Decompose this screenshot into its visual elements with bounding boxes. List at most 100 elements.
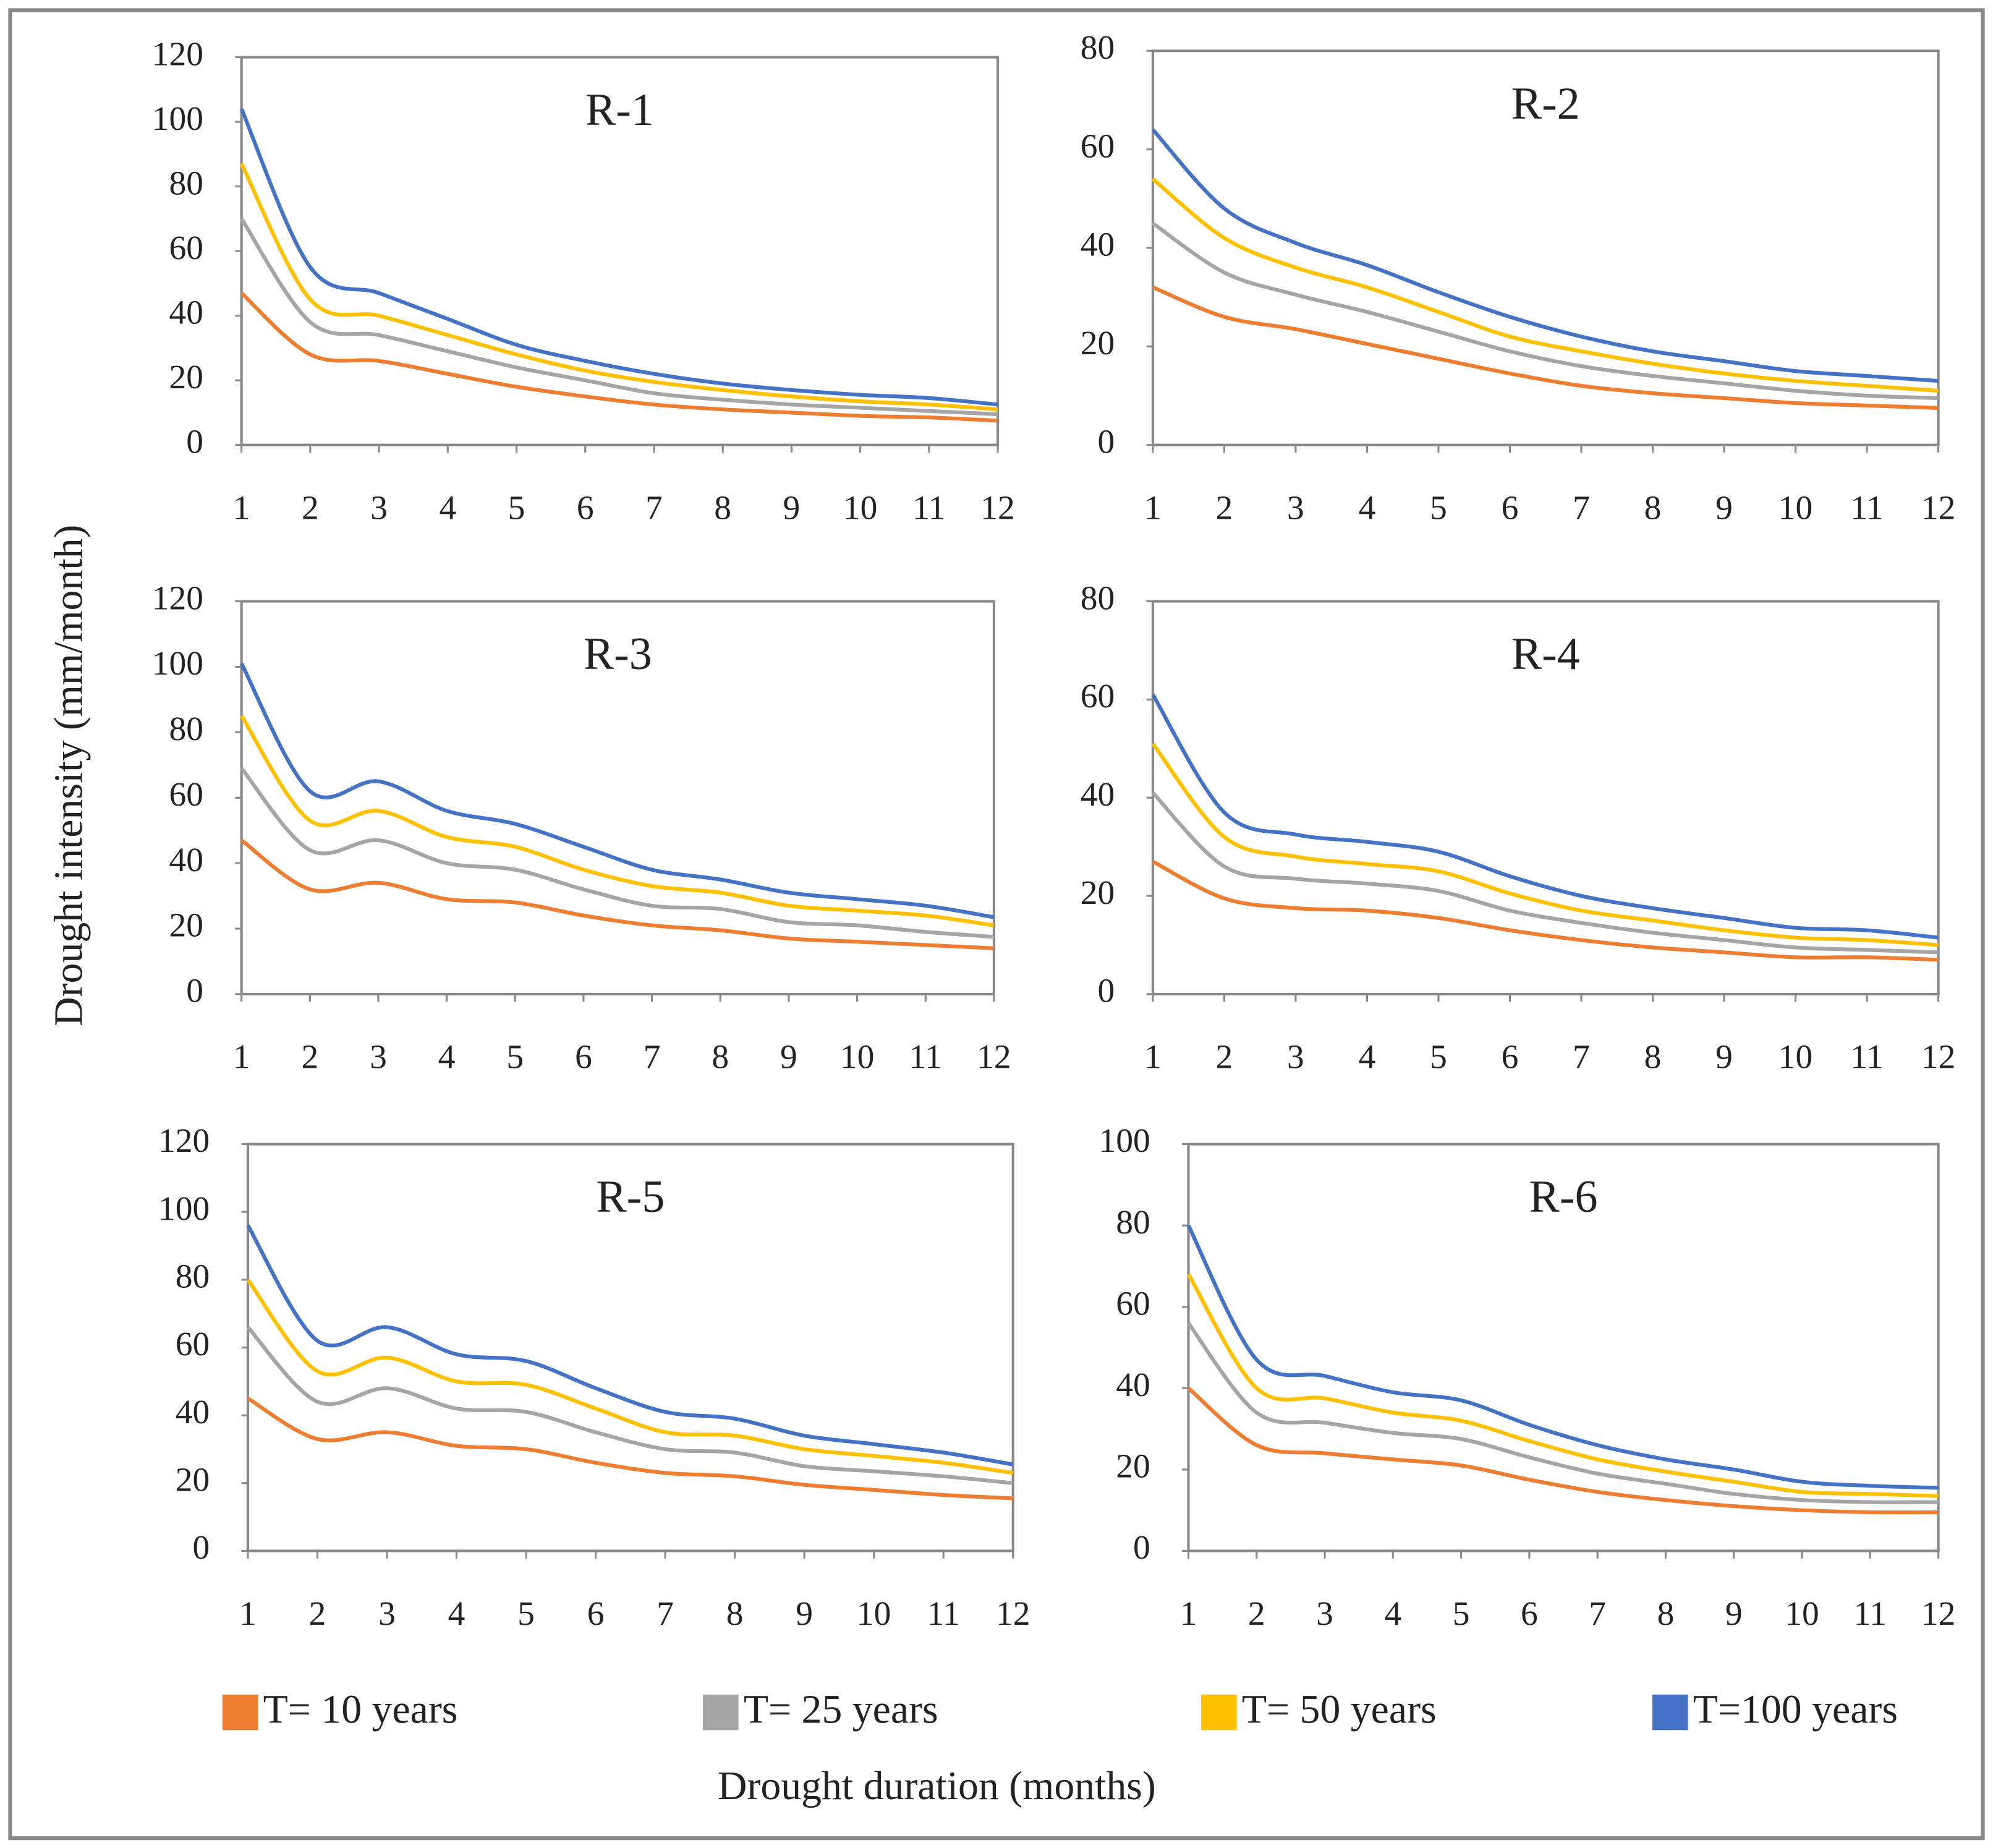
x-tick-label: 3 xyxy=(370,1039,387,1076)
x-tick-label: 5 xyxy=(508,489,525,527)
y-tick-label: 80 xyxy=(1081,29,1115,67)
y-tick-label: 0 xyxy=(1133,1529,1150,1567)
y-tick-label: 40 xyxy=(1116,1366,1150,1404)
series-line xyxy=(239,662,995,919)
legend-label: T= 25 years xyxy=(744,1687,938,1732)
x-tick-label: 4 xyxy=(448,1595,465,1633)
x-tick-label: 5 xyxy=(506,1039,524,1076)
x-tick-label: 6 xyxy=(575,1039,592,1076)
x-tick-label: 10 xyxy=(857,1595,891,1633)
series-line xyxy=(240,291,998,423)
chart-title: R-1 xyxy=(585,85,654,135)
series-line xyxy=(240,838,995,950)
y-tick-label: 100 xyxy=(1099,1122,1150,1160)
x-tick-label: 2 xyxy=(302,489,319,527)
x-tick-label: 8 xyxy=(712,1039,729,1076)
y-tick-label: 40 xyxy=(1081,776,1115,814)
x-tick-label: 8 xyxy=(1644,489,1662,527)
x-tick-label: 12 xyxy=(1921,1039,1956,1076)
x-tick-label: 9 xyxy=(783,489,801,527)
series-line xyxy=(246,1224,1014,1467)
series-line xyxy=(1152,285,1939,410)
series-line xyxy=(1151,128,1939,383)
x-tick-label: 2 xyxy=(1248,1595,1265,1633)
x-tick-label: 11 xyxy=(927,1595,959,1633)
y-tick-label: 60 xyxy=(176,1326,210,1363)
series-line xyxy=(247,1397,1013,1501)
y-tick-label: 80 xyxy=(169,164,203,202)
y-tick-label: 80 xyxy=(1116,1204,1150,1241)
legend-label: T= 10 years xyxy=(263,1687,458,1732)
legend-swatch xyxy=(1201,1694,1237,1731)
y-tick-label: 20 xyxy=(169,907,203,945)
x-tick-label: 8 xyxy=(1657,1595,1675,1633)
x-tick-label: 3 xyxy=(378,1595,396,1633)
y-tick-label: 100 xyxy=(158,1190,210,1228)
series-line xyxy=(1152,221,1939,401)
y-tick-label: 40 xyxy=(1081,226,1115,264)
x-tick-label: 1 xyxy=(233,1039,250,1076)
chart-title: R-5 xyxy=(596,1172,665,1222)
x-tick-label: 7 xyxy=(657,1595,674,1633)
y-tick-label: 60 xyxy=(169,229,203,267)
y-tick-label: 20 xyxy=(1081,874,1115,912)
x-tick-label: 2 xyxy=(1216,1039,1233,1076)
series-line xyxy=(246,1326,1014,1485)
x-tick-label: 3 xyxy=(1316,1595,1333,1633)
x-tick-label: 6 xyxy=(1502,1039,1519,1076)
series-line xyxy=(240,715,995,927)
y-tick-label: 0 xyxy=(186,423,203,461)
y-tick-label: 0 xyxy=(1097,973,1115,1010)
x-tick-label: 6 xyxy=(1502,489,1519,527)
legend-label: T= 50 years xyxy=(1242,1687,1437,1732)
series-line xyxy=(1187,1386,1939,1515)
y-tick-label: 0 xyxy=(186,973,203,1010)
x-tick-label: 4 xyxy=(1384,1595,1401,1633)
x-tick-label: 4 xyxy=(439,489,456,527)
x-tick-label: 5 xyxy=(1430,1039,1447,1076)
series-line xyxy=(239,163,998,412)
series-line xyxy=(240,218,998,417)
x-tick-label: 12 xyxy=(996,1595,1030,1633)
x-tick-label: 2 xyxy=(309,1595,326,1633)
chart-title: R-2 xyxy=(1511,79,1580,129)
y-tick-label: 60 xyxy=(1081,127,1115,165)
x-tick-label: 3 xyxy=(370,489,388,527)
x-tick-label: 9 xyxy=(1725,1595,1743,1633)
y-tick-label: 0 xyxy=(193,1529,210,1567)
y-tick-label: 20 xyxy=(176,1462,210,1499)
legend-swatch xyxy=(1652,1694,1688,1731)
x-tick-label: 6 xyxy=(587,1595,605,1633)
x-tick-label: 7 xyxy=(1573,489,1590,527)
x-axis-label: Drought duration (months) xyxy=(718,1763,1156,1808)
legend-swatch xyxy=(222,1694,258,1731)
y-tick-label: 60 xyxy=(1116,1285,1150,1322)
series-line xyxy=(1186,1224,1939,1490)
series-line xyxy=(1186,1273,1939,1498)
chart-title: R-3 xyxy=(584,629,652,679)
y-tick-label: 80 xyxy=(169,710,203,748)
x-tick-label: 1 xyxy=(1180,1595,1197,1633)
x-tick-label: 8 xyxy=(1644,1039,1662,1076)
y-tick-label: 40 xyxy=(169,294,203,331)
x-tick-label: 4 xyxy=(1359,1039,1376,1076)
y-tick-label: 80 xyxy=(176,1258,210,1296)
x-tick-label: 11 xyxy=(909,1039,942,1076)
x-tick-label: 1 xyxy=(1144,489,1162,527)
x-tick-label: 1 xyxy=(233,489,250,527)
legend-swatch xyxy=(703,1694,739,1731)
y-tick-label: 20 xyxy=(169,359,203,396)
x-tick-label: 6 xyxy=(577,489,594,527)
y-tick-label: 40 xyxy=(176,1394,210,1431)
legend-label: T=100 years xyxy=(1693,1687,1898,1732)
y-tick-label: 20 xyxy=(1081,325,1115,362)
x-tick-label: 2 xyxy=(301,1039,318,1076)
y-tick-label: 20 xyxy=(1116,1448,1150,1486)
x-tick-label: 5 xyxy=(1430,489,1447,527)
y-tick-label: 120 xyxy=(158,1122,210,1160)
x-tick-label: 6 xyxy=(1521,1595,1538,1633)
y-tick-label: 40 xyxy=(169,841,203,879)
x-tick-label: 7 xyxy=(1573,1039,1590,1076)
